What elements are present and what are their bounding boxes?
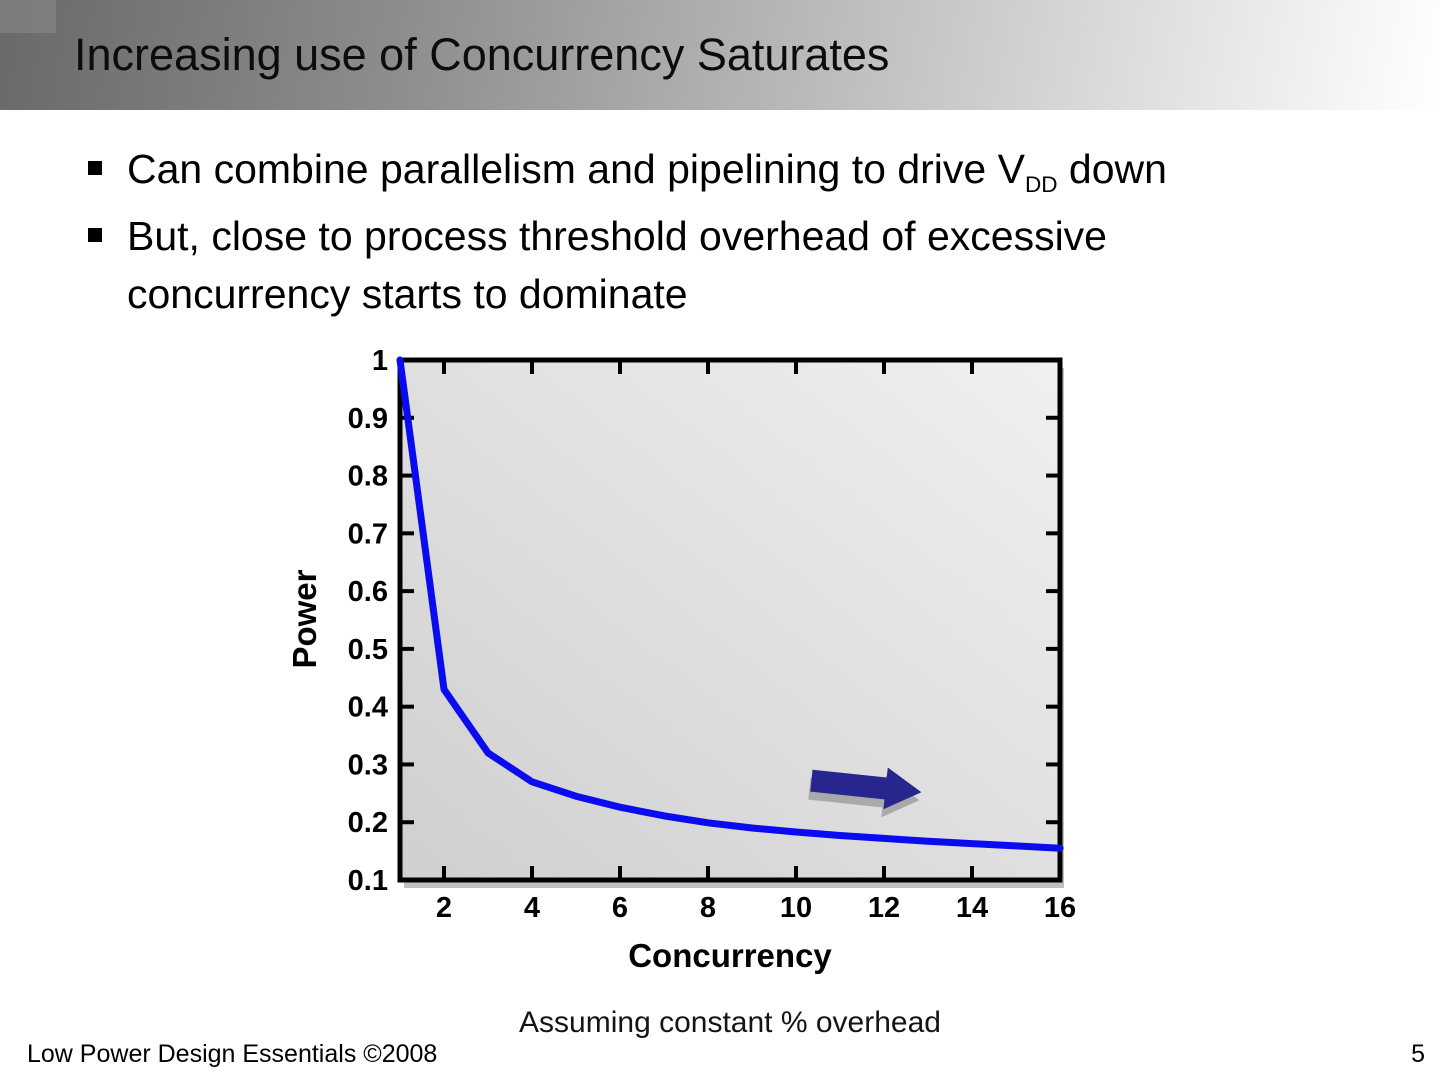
bullet-list: Can combine parallelism and pipelining t… <box>88 140 1408 330</box>
x-tick-label: 16 <box>1044 892 1076 924</box>
page-number: 5 <box>1411 1040 1425 1068</box>
x-tick-label: 10 <box>780 892 812 924</box>
x-tick-label: 6 <box>612 892 628 924</box>
y-axis-label: Power <box>286 569 323 669</box>
slide-header: Increasing use of Concurrency Saturates <box>0 0 1440 110</box>
chart-caption: Assuming constant % overhead <box>519 1006 941 1039</box>
bullet-text-2: But, close to process threshold overhead… <box>127 207 1408 323</box>
y-tick-label: 0.3 <box>348 749 388 781</box>
vdd-subscript: DD <box>1024 172 1058 198</box>
y-tick-label: 0.5 <box>348 634 388 666</box>
x-tick-label: 2 <box>436 892 452 924</box>
bullet-2-line-2: concurrency starts to dominate <box>127 271 688 318</box>
bullet-item-1: Can combine parallelism and pipelining t… <box>88 140 1408 201</box>
power-concurrency-chart: 2 4 6 8 10 12 14 16 0.1 0.2 0.3 0.4 0.5 0.6 0.7 0.8 0.9 1… <box>285 345 1095 1005</box>
header-corner-highlight <box>0 0 56 33</box>
x-tick-label: 8 <box>700 892 716 924</box>
bullet-square-icon <box>88 228 102 243</box>
y-tick-label: 0.1 <box>348 865 388 897</box>
y-tick-label: 0.4 <box>348 692 388 724</box>
slide-title: Increasing use of Concurrency Saturates <box>74 29 890 80</box>
x-tick-label: 12 <box>868 892 900 924</box>
bullet-text-1: Can combine parallelism and pipelining t… <box>127 140 1408 201</box>
bullet-2-line-1: But, close to process threshold overhead… <box>127 213 1107 260</box>
bullet-1-post: down <box>1057 146 1167 192</box>
bullet-square-icon <box>88 161 102 175</box>
x-axis-label: Concurrency <box>628 937 832 974</box>
arrow-right-annotation <box>810 767 922 810</box>
x-tick-label: 14 <box>956 892 988 924</box>
y-tick-label: 0.6 <box>348 576 388 608</box>
y-tick-label: 0.8 <box>348 461 388 493</box>
footer-credit: Low Power Design Essentials ©2008 <box>27 1040 438 1068</box>
y-tick-label: 1 <box>372 345 388 377</box>
y-tick-label: 0.9 <box>348 403 388 435</box>
y-tick-label: 0.2 <box>348 807 388 839</box>
power-curve <box>396 356 1064 852</box>
y-tick-label: 0.7 <box>348 518 388 550</box>
x-tick-label: 4 <box>524 892 540 924</box>
plot-area <box>397 357 1063 883</box>
chart-canvas: 2 4 6 8 10 12 14 16 0.1 0.2 0.3 0.4 0.5 0.6 0.7 0.8 0.9 1 <box>348 345 1076 924</box>
bullet-1-pre: Can combine parallelism and pipelining t… <box>127 146 1025 192</box>
bullet-item-2: But, close to process threshold overhead… <box>88 207 1408 323</box>
